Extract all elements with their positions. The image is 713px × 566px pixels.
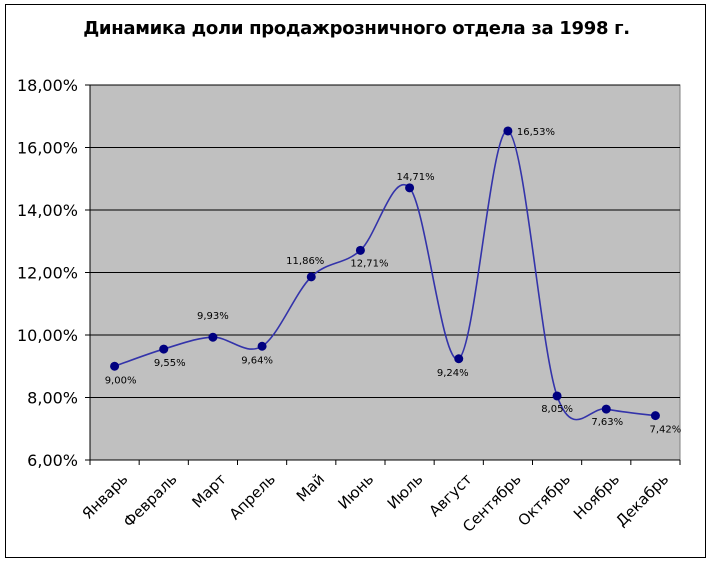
y-tick-label: 18,00% [17,76,78,95]
y-tick-label: 14,00% [17,201,78,220]
y-tick-label: 8,00% [27,389,78,408]
data-label: 9,93% [197,311,229,322]
x-tick-label: Декабрь [612,470,672,530]
chart-title: Динамика доли продажрозничного отдела за… [83,18,630,39]
axes [85,84,681,465]
data-label: 9,55% [154,358,186,369]
x-tick-label: Февраль [120,470,181,531]
data-point [405,183,415,193]
data-point [454,354,464,364]
data-label: 9,24% [437,368,469,379]
data-label: 12,71% [350,258,388,269]
data-label: 8,05% [541,404,573,415]
data-point [601,404,611,414]
x-tick-label: Март [188,470,229,511]
x-tick-label: Апрель [226,470,279,523]
data-point [257,341,267,351]
y-tick-label: 16,00% [17,139,78,158]
data-label: 7,63% [591,417,623,428]
data-markers [110,126,660,421]
y-tick-labels: 6,00% 8,00% 10,00% 12,00% 14,00% 16,00% 18,00% [17,76,78,470]
data-point [650,411,660,421]
y-tick-label: 6,00% [27,451,78,470]
data-point [208,332,218,342]
data-label: 11,86% [286,256,324,267]
x-tick-label: Май [293,470,328,505]
data-point [503,126,513,136]
data-labels: 9,00% 9,55% 9,93% 9,64% 11,86% 12,71% 14,71% 9,… [105,127,682,436]
data-point [306,272,316,282]
x-tick-label: Июль [384,470,427,513]
y-tick-label: 12,00% [17,264,78,283]
data-label: 14,71% [397,172,435,183]
data-point [552,391,562,401]
x-tick-label: Июнь [334,470,377,513]
data-point [355,245,365,255]
data-point [110,361,120,371]
x-tick-label: Октябрь [514,470,574,530]
data-label: 9,00% [105,375,137,386]
y-tick-label: 10,00% [17,326,78,345]
data-label: 9,64% [241,355,273,366]
gridlines [90,84,680,398]
data-point [159,344,169,354]
data-label: 7,42% [650,425,682,436]
data-label: 16,53% [517,127,555,138]
